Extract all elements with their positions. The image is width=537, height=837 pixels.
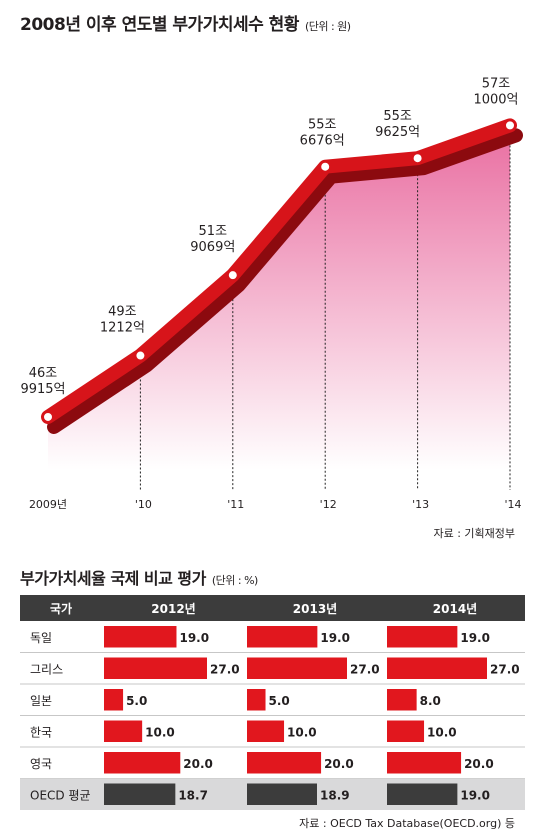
- x-tick-label: '11: [227, 498, 244, 511]
- bar-value-label: 19.0: [460, 631, 490, 645]
- x-tick-label: '12: [320, 498, 337, 511]
- line-chart: 46조9915억49조1212억51조9069억55조6676억55조9625억…: [20, 76, 523, 511]
- bar: [104, 657, 207, 679]
- bar-value-label: 8.0: [420, 694, 441, 708]
- bar: [247, 752, 322, 774]
- bar-value-label: 5.0: [269, 694, 290, 708]
- bar: [247, 689, 266, 711]
- bar-value-label: 10.0: [427, 725, 457, 739]
- table-source: 자료 : OECD Tax Database(OECD.org) 등: [299, 817, 515, 830]
- value-label: 51조: [199, 224, 228, 239]
- table-title: 부가가치세율 국제 비교 평가 (단위 : %): [20, 565, 258, 589]
- bar-value-label: 10.0: [287, 725, 317, 739]
- line-chart-title-text: 2008년 이후 연도별 부가가치세수 현황: [20, 15, 299, 35]
- bar-value-label: 19.0: [320, 631, 350, 645]
- data-point: [411, 152, 424, 165]
- x-tick-label: '10: [135, 498, 152, 511]
- country-label: 영국: [30, 757, 52, 771]
- data-point: [134, 349, 147, 362]
- bar-value-label: 27.0: [210, 662, 240, 676]
- bar: [104, 752, 181, 774]
- header-cell: 2013년: [293, 602, 337, 616]
- country-label: 일본: [30, 694, 52, 708]
- header-cell: 2012년: [151, 602, 195, 616]
- value-label: 9069억: [190, 240, 235, 255]
- table-title-text: 부가가치세율 국제 비교 평가: [20, 569, 206, 588]
- bar-value-label: 27.0: [490, 662, 520, 676]
- bar: [104, 783, 176, 805]
- bar-value-label: 19.0: [179, 631, 209, 645]
- line-chart-unit: (단위 : 원): [304, 20, 351, 33]
- value-label: 1000억: [473, 92, 518, 107]
- value-label: 55조: [383, 109, 412, 124]
- bar-value-label: 19.0: [460, 788, 490, 802]
- data-point: [42, 410, 54, 423]
- line-depth: [47, 128, 523, 434]
- bar-value-label: 20.0: [183, 757, 213, 771]
- bar: [387, 657, 487, 679]
- bar-value-label: 20.0: [464, 757, 494, 771]
- header-cell: 국가: [50, 601, 72, 616]
- data-point: [226, 269, 239, 282]
- bar: [387, 720, 425, 742]
- value-label: 57조: [482, 76, 511, 91]
- bar-value-label: 18.9: [320, 788, 350, 802]
- bar: [104, 626, 177, 648]
- header-cell: 2014년: [433, 602, 477, 616]
- bar: [387, 752, 462, 774]
- value-label: 46조: [29, 366, 58, 381]
- bar: [104, 720, 143, 742]
- data-point: [319, 160, 332, 173]
- line-chart-title: 2008년 이후 연도별 부가가치세수 현황 (단위 : 원): [20, 10, 351, 35]
- bar-value-label: 20.0: [324, 757, 354, 771]
- bar: [104, 689, 124, 711]
- country-label: 한국: [30, 725, 52, 739]
- value-label: 6676억: [300, 134, 345, 149]
- bar: [387, 689, 417, 711]
- value-label: 9915억: [20, 382, 65, 397]
- bar-value-label: 27.0: [350, 662, 380, 676]
- bar-value-label: 18.7: [178, 788, 208, 802]
- table-unit: (단위 : %): [211, 574, 258, 587]
- bar: [247, 626, 318, 648]
- country-label: OECD 평균: [30, 788, 91, 802]
- bar: [247, 720, 285, 742]
- bar: [247, 657, 347, 679]
- data-line: [41, 118, 517, 424]
- table-header: [20, 595, 525, 621]
- x-tick-label: 2009년: [29, 498, 67, 511]
- line-chart-source: 자료 : 기획재정부: [433, 527, 515, 540]
- bar: [247, 783, 317, 805]
- value-label: 49조: [108, 305, 137, 320]
- bar-value-label: 10.0: [145, 725, 175, 739]
- value-label: 1212억: [100, 321, 145, 336]
- country-label: 독일: [30, 631, 52, 645]
- country-label: 그리스: [30, 662, 63, 676]
- bar-value-label: 5.0: [126, 694, 147, 708]
- data-point: [504, 119, 516, 132]
- line-area-fill: [48, 125, 510, 470]
- bar: [387, 783, 458, 805]
- value-label: 55조: [308, 118, 337, 133]
- x-tick-label: '14: [504, 498, 521, 511]
- x-tick-label: '13: [412, 498, 429, 511]
- bar: [387, 626, 458, 648]
- value-label: 9625억: [375, 125, 420, 140]
